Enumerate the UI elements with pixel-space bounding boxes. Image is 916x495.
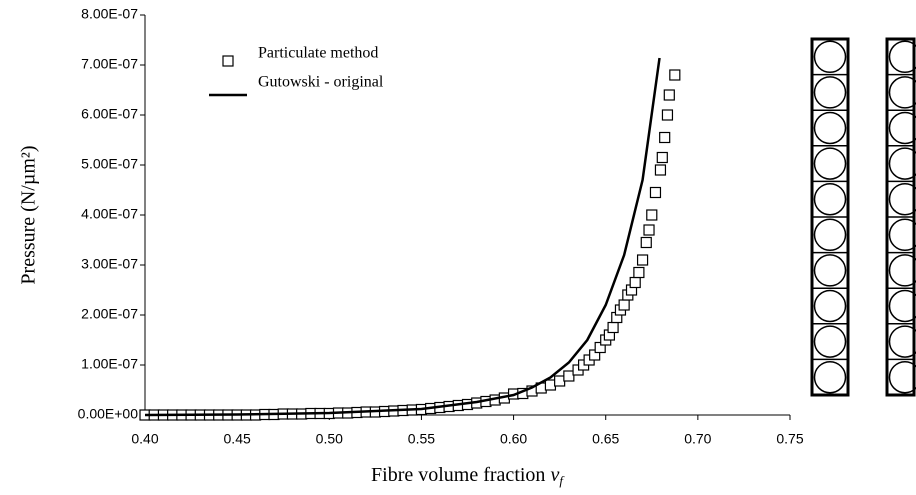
fibre	[888, 360, 916, 394]
data-point	[640, 236, 652, 249]
fibre	[813, 254, 847, 287]
y-axis-title: Pressure (N/µm²)	[18, 145, 40, 284]
data-point	[656, 151, 668, 164]
x-tick-label: 0.40	[131, 431, 158, 447]
fibre	[813, 289, 847, 323]
data-point	[643, 224, 655, 236]
y-tick-label: 2.00E-07	[81, 306, 138, 322]
x-tick-label: 0.50	[316, 431, 343, 447]
data-point	[646, 209, 658, 221]
x-tick-label: 0.55	[408, 431, 435, 447]
x-tick-label: 0.60	[500, 431, 527, 447]
fibre	[888, 254, 916, 287]
data-point	[659, 131, 671, 144]
x-axis-symbol: v	[550, 464, 559, 486]
y-tick-label: 3.00E-07	[81, 256, 138, 272]
x-axis-title: Fibre volume fraction vf	[371, 464, 565, 488]
data-point	[554, 375, 566, 387]
legend-label: Gutowski - original	[258, 74, 384, 91]
data-point	[618, 299, 630, 311]
legend-label: Particulate method	[258, 45, 378, 62]
data-point	[544, 379, 557, 391]
legend-marker	[222, 55, 234, 67]
y-tick-label: 7.00E-07	[81, 56, 138, 72]
x-tick-label: 0.70	[684, 431, 711, 447]
y-tick-label: 0.00E+00	[78, 406, 139, 422]
data-point	[654, 164, 667, 176]
fibre	[888, 289, 916, 323]
fibre	[813, 147, 847, 180]
fibre	[813, 76, 847, 109]
data-point	[649, 186, 662, 199]
x-tick-label: 0.65	[592, 431, 619, 447]
fibre	[813, 182, 847, 216]
data-point	[661, 109, 674, 121]
line	[144, 57, 661, 417]
x-axis-symbol-sub: f	[559, 473, 565, 488]
data-point	[629, 276, 641, 289]
y-tick-label: 5.00E-07	[81, 156, 138, 172]
fibre	[888, 325, 916, 358]
fibre	[813, 40, 847, 74]
data-point	[633, 266, 645, 279]
fibre	[813, 218, 847, 252]
fibre	[888, 111, 916, 145]
fibre	[888, 218, 916, 252]
fibre	[888, 76, 916, 109]
y-tick-label: 6.00E-07	[81, 106, 138, 122]
data-point	[663, 89, 675, 101]
fibre	[813, 111, 847, 145]
data-point	[607, 321, 619, 334]
x-tick-label: 0.75	[776, 431, 803, 447]
fibre	[813, 360, 847, 394]
data-point	[636, 254, 649, 266]
x-axis-label: Fibre volume fraction	[371, 464, 545, 486]
x-tick-label: 0.45	[224, 431, 251, 447]
data-point	[563, 370, 575, 382]
fibre	[888, 40, 916, 74]
y-tick-label: 4.00E-07	[81, 206, 138, 222]
fibre	[888, 182, 916, 216]
y-tick-label: 1.00E-07	[81, 356, 138, 372]
data-point	[669, 69, 681, 81]
fibre	[888, 147, 916, 180]
fibre	[813, 325, 847, 358]
y-tick-label: 8.00E-07	[81, 6, 138, 22]
